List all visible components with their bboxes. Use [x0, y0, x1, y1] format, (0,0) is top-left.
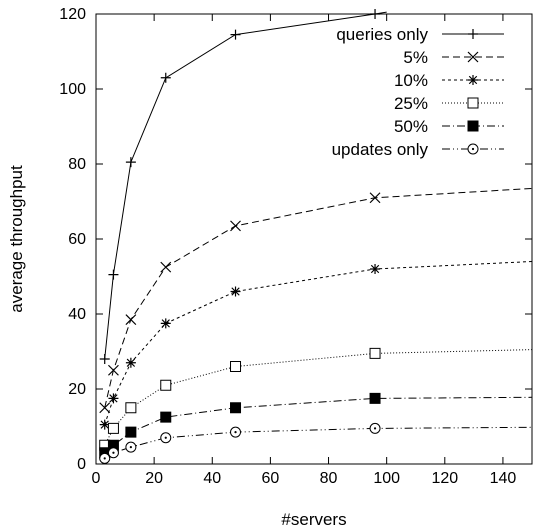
legend-label: 10%	[394, 71, 428, 90]
legend: queries only 5% 10% 25% 50% updates only	[332, 25, 504, 159]
y-tick-label: 80	[68, 156, 86, 173]
legend-entry: 25%	[394, 94, 504, 113]
x-tick-label: 20	[145, 470, 163, 487]
legend-label: queries only	[336, 25, 428, 44]
x-marker	[108, 364, 119, 376]
x-tick-label: 100	[373, 470, 400, 487]
filled-square-marker	[230, 402, 242, 414]
open-square-marker	[369, 347, 381, 359]
x-tick-label: 80	[320, 470, 338, 487]
y-tick-label: 100	[59, 81, 86, 98]
circle-center-dot	[471, 147, 475, 151]
plus-marker	[370, 9, 381, 19]
asterisk-marker	[125, 357, 136, 368]
y-tick-label: 0	[77, 456, 86, 473]
x-tick-label: 140	[490, 470, 517, 487]
x-tick-label: 0	[92, 470, 101, 487]
plus-marker	[230, 29, 241, 40]
series-6	[99, 422, 533, 464]
asterisk-marker	[468, 75, 478, 85]
asterisk-marker	[99, 419, 110, 430]
y-tick-label: 40	[68, 306, 86, 323]
series-line	[104, 349, 533, 446]
series-line	[104, 11, 387, 360]
legend-entry: updates only	[332, 140, 504, 159]
legend-label: updates only	[332, 140, 429, 159]
x-marker	[160, 261, 172, 273]
series-line	[104, 261, 533, 425]
circle-center-dot	[164, 436, 167, 439]
open-square-marker	[107, 422, 119, 434]
legend-entry: 50%	[394, 117, 504, 136]
series-1	[99, 9, 387, 364]
legend-entry: 5%	[403, 48, 504, 67]
circle-center-dot	[129, 446, 132, 449]
filled-square-marker	[467, 120, 479, 132]
plot-frame	[95, 13, 533, 465]
series-2	[99, 187, 533, 414]
series-line	[104, 426, 533, 459]
circle-center-dot	[103, 457, 106, 460]
series-line	[104, 187, 533, 408]
filled-square-marker	[160, 411, 172, 423]
plus-marker	[160, 72, 171, 83]
filled-square-marker	[125, 426, 137, 438]
series-4	[99, 347, 533, 451]
x-marker	[230, 220, 241, 232]
filled-square-marker	[369, 392, 381, 404]
open-square-marker	[125, 402, 137, 414]
open-square-marker	[160, 379, 172, 391]
legend-label: 5%	[403, 48, 428, 67]
circle-center-dot	[373, 427, 377, 430]
series-line	[104, 396, 533, 454]
x-marker	[125, 314, 137, 326]
legend-label: 25%	[394, 94, 428, 113]
asterisk-marker	[230, 286, 241, 297]
series-group	[99, 9, 533, 464]
plus-marker	[468, 29, 478, 39]
axis-ticks: 0 20 40 60 80 100 120 140 0 20 40 60 80 100 120	[59, 6, 532, 487]
x-tick-label: 40	[203, 470, 221, 487]
series-3	[99, 261, 533, 430]
x-marker	[99, 402, 111, 414]
y-tick-label: 20	[68, 381, 86, 398]
x-axis-label: #servers	[281, 510, 346, 529]
circle-center-dot	[234, 431, 237, 434]
legend-entry: 10%	[394, 71, 504, 90]
circle-center-dot	[112, 451, 115, 454]
x-marker	[467, 51, 479, 63]
y-tick-label: 60	[68, 231, 86, 248]
x-tick-label: 120	[431, 470, 458, 487]
plus-marker	[108, 269, 119, 280]
legend-entry: queries only	[336, 25, 504, 44]
asterisk-marker	[160, 318, 171, 329]
plus-marker	[125, 157, 136, 168]
plus-marker	[99, 354, 110, 364]
asterisk-marker	[108, 393, 119, 404]
x-tick-label: 60	[262, 470, 280, 487]
x-marker	[369, 192, 381, 204]
y-axis-label: average throughput	[7, 165, 26, 313]
open-square-marker	[230, 361, 242, 372]
open-square-marker	[467, 97, 479, 109]
y-tick-label: 120	[59, 6, 86, 23]
series-5	[99, 392, 533, 459]
legend-label: 50%	[394, 117, 428, 136]
asterisk-marker	[370, 264, 381, 274]
